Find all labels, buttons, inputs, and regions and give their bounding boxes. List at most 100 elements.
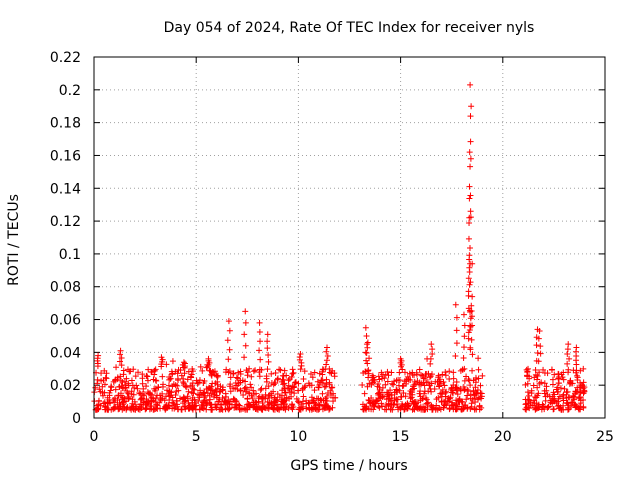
data-point — [196, 394, 203, 401]
data-point — [561, 385, 568, 392]
data-point — [461, 322, 468, 329]
data-point — [438, 398, 445, 405]
data-point — [277, 404, 284, 411]
y-tick-label: 0 — [72, 411, 81, 427]
data-point — [297, 406, 304, 413]
data-point — [428, 371, 435, 378]
data-point — [281, 397, 288, 404]
data-point — [297, 366, 304, 373]
data-point — [147, 403, 154, 410]
data-point — [460, 311, 467, 318]
data-point — [467, 163, 474, 170]
y-tick-label: 0.14 — [50, 181, 81, 197]
data-point — [112, 386, 119, 393]
data-point — [120, 399, 127, 406]
data-point — [469, 322, 476, 329]
data-point — [242, 378, 249, 385]
data-point — [535, 390, 542, 397]
data-point — [188, 371, 195, 378]
data-point — [281, 385, 288, 392]
data-point — [240, 391, 247, 398]
data-point — [265, 358, 272, 365]
data-point — [477, 382, 484, 389]
data-point — [364, 339, 371, 346]
data-point — [326, 381, 333, 388]
data-point — [129, 382, 136, 389]
data-point — [144, 400, 151, 407]
data-point — [242, 319, 249, 326]
data-point — [478, 404, 485, 411]
data-point — [208, 372, 215, 379]
data-point — [379, 371, 386, 378]
data-point — [200, 379, 207, 386]
data-point — [118, 377, 125, 384]
data-point — [434, 378, 441, 385]
data-point — [467, 138, 474, 145]
data-point — [540, 366, 547, 373]
data-point — [524, 368, 531, 375]
data-point — [381, 375, 388, 382]
data-point — [446, 368, 453, 375]
data-point — [532, 371, 539, 378]
data-point — [102, 374, 109, 381]
data-point — [135, 369, 142, 376]
data-point — [227, 374, 234, 381]
data-point — [170, 400, 177, 407]
data-point — [148, 398, 155, 405]
data-point — [241, 354, 248, 361]
data-point — [100, 392, 107, 399]
data-point — [313, 395, 320, 402]
data-point — [475, 394, 482, 401]
data-point — [217, 401, 224, 408]
data-point — [322, 383, 329, 390]
data-point — [283, 372, 290, 379]
data-point — [94, 380, 101, 387]
data-point — [123, 375, 130, 382]
data-point — [180, 378, 187, 385]
data-point — [432, 405, 439, 412]
data-point — [459, 399, 466, 406]
data-point — [427, 360, 434, 367]
data-point — [530, 397, 537, 404]
data-point — [129, 396, 136, 403]
data-point — [124, 404, 131, 411]
data-point — [256, 329, 263, 336]
data-point — [563, 399, 570, 406]
data-point — [292, 379, 299, 386]
data-point — [573, 388, 580, 395]
data-point — [530, 382, 537, 389]
data-point — [244, 369, 251, 376]
data-point — [103, 370, 110, 377]
data-point — [391, 395, 398, 402]
data-point — [560, 397, 567, 404]
data-point — [465, 235, 472, 242]
data-point — [248, 373, 255, 380]
data-point — [285, 382, 292, 389]
data-point — [110, 378, 117, 385]
data-point — [329, 394, 336, 401]
data-point — [175, 377, 182, 384]
data-point — [226, 398, 233, 405]
data-point — [388, 369, 395, 376]
data-point — [396, 382, 403, 389]
data-point — [187, 382, 194, 389]
data-point — [429, 346, 436, 353]
data-point — [393, 377, 400, 384]
data-point — [112, 403, 119, 410]
data-point — [131, 385, 138, 392]
data-point — [416, 379, 423, 386]
data-point — [111, 395, 118, 402]
data-point — [243, 386, 250, 393]
data-point — [165, 382, 172, 389]
data-point — [526, 405, 533, 412]
data-point — [260, 394, 267, 401]
data-point — [163, 361, 170, 368]
data-point — [264, 345, 271, 352]
data-point — [329, 404, 336, 411]
data-point — [417, 404, 424, 411]
data-point — [152, 398, 159, 405]
data-point — [139, 380, 146, 387]
data-point — [419, 395, 426, 402]
data-point — [442, 372, 449, 379]
data-point — [225, 318, 232, 325]
